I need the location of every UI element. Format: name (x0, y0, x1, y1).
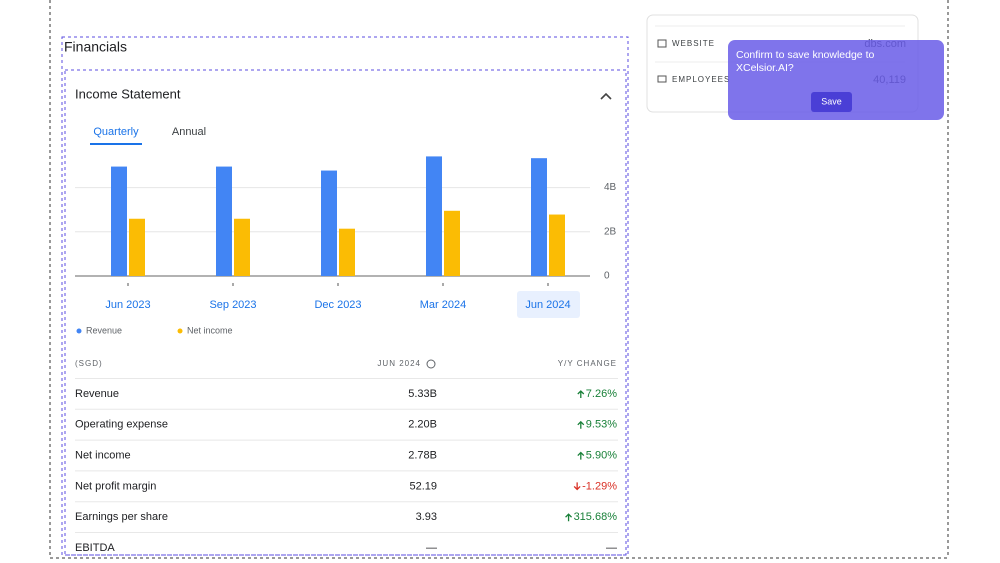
employees-icon (657, 75, 667, 83)
arrow-up (577, 390, 585, 398)
row-label: Revenue (75, 388, 119, 400)
card-outline (64, 69, 627, 556)
row-change: — (606, 542, 617, 554)
popup-box (728, 40, 944, 120)
x-tick-label[interactable]: Dec 2023 (314, 299, 361, 311)
x-tick-label[interactable]: Sep 2023 (209, 299, 256, 311)
bar (549, 214, 565, 276)
row-value: 3.93 (416, 511, 437, 523)
y-tick-label: 2B (604, 226, 617, 237)
selected-highlight (517, 291, 580, 318)
row-value: 52.19 (409, 480, 437, 492)
row-label: Net profit margin (75, 480, 156, 492)
bar (444, 210, 460, 276)
bar (129, 218, 145, 276)
row-label: Net income (75, 450, 131, 462)
row-change: -1.29% (582, 480, 617, 492)
arrow-down (573, 482, 581, 491)
legend-label: Revenue (86, 325, 122, 335)
section-outline (61, 36, 629, 556)
row-value: — (426, 542, 437, 554)
bar (426, 156, 442, 276)
popup-message: XCelsior.AI? (736, 62, 794, 74)
bar (216, 166, 232, 276)
x-tick-label[interactable]: Jun 2023 (105, 299, 150, 311)
collapse-icon[interactable] (600, 92, 612, 100)
popup-message: Confirm to save knowledge to (736, 49, 874, 61)
arrow-up (577, 451, 585, 460)
row-change: 7.26% (586, 388, 617, 400)
legend-label: Net income (187, 325, 233, 335)
row-change: 9.53% (586, 419, 617, 431)
website-icon (657, 39, 667, 48)
arrow-up (565, 513, 573, 522)
row-value: 2.20B (408, 419, 437, 431)
row-value: 5.33B (408, 388, 437, 400)
x-tick-label[interactable]: Mar 2024 (420, 299, 466, 311)
x-tick-label[interactable]: Jun 2024 (525, 299, 570, 311)
table-header: Y/Y CHANGE (558, 359, 617, 368)
row-value: 2.78B (408, 450, 437, 462)
tab[interactable]: Quarterly (93, 126, 139, 138)
row-label: EBITDA (75, 542, 115, 554)
table-header: (SGD) (75, 359, 103, 368)
tab[interactable]: Annual (172, 126, 206, 138)
bar (339, 228, 355, 276)
row-label: Operating expense (75, 419, 168, 431)
legend-marker (76, 328, 82, 334)
arrow-up (577, 420, 585, 429)
save-button[interactable] (811, 92, 852, 112)
row-change: 5.90% (586, 450, 617, 462)
profile-label: WEBSITE (672, 39, 715, 48)
row-label: Earnings per share (75, 511, 168, 523)
card-title: Income Statement (75, 86, 181, 101)
bar (111, 166, 127, 276)
bar (234, 218, 250, 276)
table-header: JUN 2024 (377, 359, 421, 368)
section-title: Financials (64, 39, 127, 55)
row-change: 315.68% (574, 511, 618, 523)
bar (321, 170, 337, 276)
legend-marker (177, 328, 183, 334)
profile-label: EMPLOYEES (672, 75, 730, 84)
y-tick-label: 4B (604, 182, 617, 193)
tab-underline (90, 143, 142, 145)
bar (531, 158, 547, 276)
info-icon[interactable] (426, 359, 436, 369)
save-button-label[interactable]: Save (821, 96, 842, 106)
y-tick-label: 0 (604, 271, 610, 282)
